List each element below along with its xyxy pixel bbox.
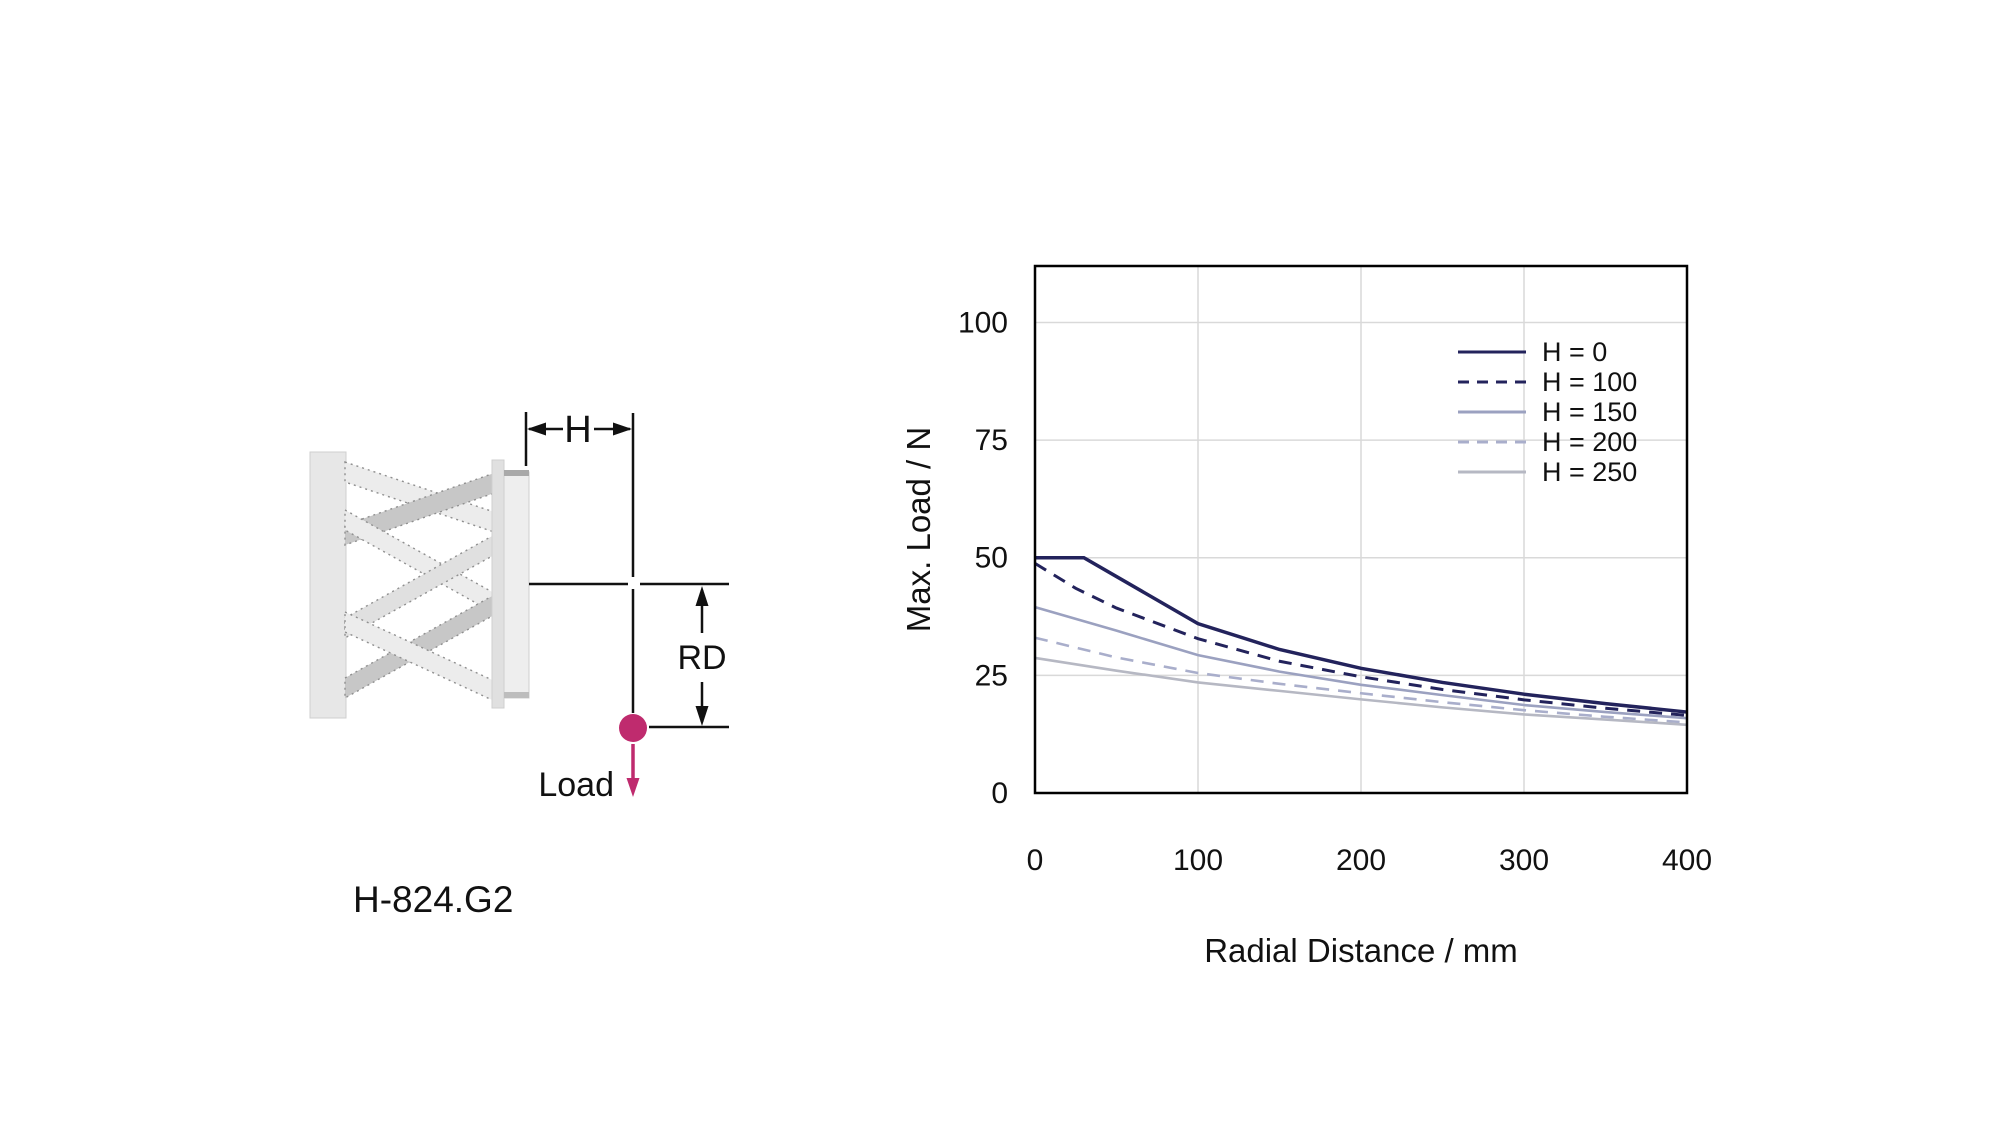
load-point: Load: [538, 714, 647, 804]
x-tick-label: 100: [1173, 844, 1223, 877]
curve-h250: [1034, 656, 1688, 727]
load-point-marker: [619, 714, 647, 742]
y-tick-label: 0: [991, 777, 1008, 810]
h-dimension: H: [524, 409, 635, 713]
curve-h100: [1034, 562, 1688, 717]
rd-arrow-down-icon: [695, 706, 709, 726]
h-arrow-left-icon: [527, 422, 546, 436]
max-load-chart: 0 100 200 300 400 0 25 50 75 100 Radial Distance /…: [900, 264, 1712, 969]
rd-dimension: RD: [649, 586, 729, 729]
load-label: Load: [538, 766, 614, 804]
curve-h0: [1035, 555, 1688, 714]
y-tick-label: 50: [975, 542, 1008, 575]
y-axis-title: Max. Load / N: [900, 427, 937, 632]
hexapod-struts: [344, 461, 504, 707]
plot-border: [1033, 264, 1689, 795]
hexapod-platform: [491, 459, 530, 709]
y-tick-label: 25: [975, 659, 1008, 692]
x-tick-label: 200: [1336, 844, 1386, 877]
y-tick-label: 100: [958, 306, 1008, 339]
legend-label: H = 100: [1542, 367, 1637, 397]
h-arrow-right-icon: [613, 422, 632, 436]
chart-grid: [1035, 266, 1687, 793]
model-label: H-824.G2: [353, 879, 513, 920]
curve-h150: [1034, 605, 1688, 720]
chart-curves: [1034, 555, 1688, 727]
h-dimension-label: H: [564, 409, 591, 451]
curve-h200: [1034, 636, 1688, 724]
tick-labels: 0 100 200 300 400 0 25 50 75 100: [958, 306, 1712, 877]
hexapod-base-plate: [309, 451, 347, 719]
x-axis-title: Radial Distance / mm: [1204, 932, 1518, 969]
x-tick-label: 0: [1027, 844, 1044, 877]
rd-dimension-label: RD: [677, 639, 726, 677]
legend-label: H = 0: [1542, 337, 1607, 367]
legend-label: H = 250: [1542, 457, 1637, 487]
x-tick-label: 300: [1499, 844, 1549, 877]
legend-label: H = 200: [1542, 427, 1637, 457]
y-tick-label: 75: [975, 424, 1008, 457]
load-arrow-head-icon: [626, 778, 640, 797]
legend-label: H = 150: [1542, 397, 1637, 427]
rd-arrow-up-icon: [695, 586, 709, 606]
x-tick-label: 400: [1662, 844, 1712, 877]
